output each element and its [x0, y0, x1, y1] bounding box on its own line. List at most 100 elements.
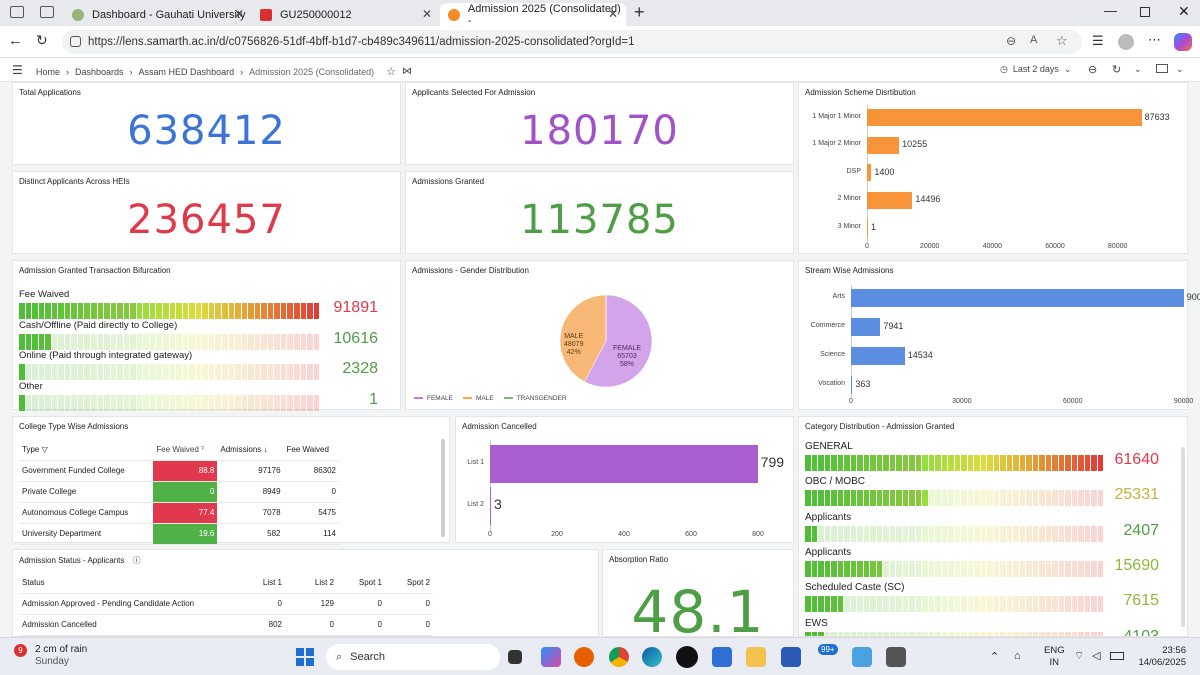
close-tab-icon[interactable]: ✕ — [233, 7, 244, 21]
maximize-button[interactable] — [1140, 7, 1150, 17]
close-window-button[interactable]: ✕ — [1178, 3, 1190, 19]
col-list2[interactable]: List 2 — [285, 572, 337, 594]
stream-bar[interactable] — [851, 376, 853, 394]
edge-icon[interactable] — [642, 647, 662, 667]
tray-chevron-up-icon[interactable]: ⌃ — [990, 651, 1000, 663]
volume-icon[interactable]: ◁ — [1092, 650, 1101, 662]
table-row[interactable]: Admission Cancelled 802 0 0 0 — [19, 614, 433, 636]
table-row[interactable]: Government Funded College 88.8 97176 86302 — [19, 460, 339, 482]
weather-widget[interactable]: 9 2 cm of rain Sunday — [14, 644, 87, 668]
category-5-gauge-segment — [928, 631, 934, 636]
store-icon[interactable] — [712, 647, 732, 667]
transaction-2-gauge-segment — [202, 364, 208, 380]
dell-icon[interactable] — [676, 646, 698, 668]
breadcrumb-home[interactable]: Home — [36, 66, 61, 77]
more-options-icon[interactable]: ⋯ — [1148, 32, 1161, 47]
zoom-out-icon[interactable]: ⊖ — [1088, 64, 1098, 76]
col-fee[interactable]: Fee Waived — [283, 439, 339, 461]
language-indicator[interactable]: ENG IN — [1044, 645, 1065, 669]
favorites-icon[interactable]: ☰ — [1092, 33, 1104, 48]
col-spot2[interactable]: Spot 2 — [385, 572, 433, 594]
star-dashboard-icon[interactable]: ☆ — [386, 66, 397, 78]
category-0-gauge-segment — [1071, 455, 1077, 471]
time-range-picker[interactable]: ◷ Last 2 days ⌄ — [1000, 64, 1071, 75]
legend-male[interactable]: MALE — [463, 395, 494, 402]
firefox-icon[interactable] — [574, 647, 594, 667]
hamburger-menu-icon[interactable]: ☰ — [12, 63, 23, 77]
transaction-3-gauge-segment — [149, 394, 156, 411]
clock[interactable]: 23:56 14/06/2025 — [1136, 645, 1186, 669]
refresh-interval-chevron-icon[interactable]: ⌄ — [1134, 64, 1142, 74]
zoom-icon[interactable]: ⊖ — [1006, 34, 1017, 48]
favorite-star-icon[interactable]: ☆ — [1056, 33, 1068, 48]
taskbar-search-input[interactable]: ⌕ Search — [326, 644, 500, 670]
copilot-icon[interactable] — [1174, 33, 1192, 51]
notepad-icon[interactable] — [852, 647, 872, 667]
col-status[interactable]: Status — [19, 572, 229, 594]
category-2-gauge-segment — [863, 525, 869, 542]
cancelled-bar[interactable] — [490, 487, 491, 525]
table-scrollbar[interactable] — [441, 439, 445, 537]
tv-chevron-icon[interactable]: ⌄ — [1176, 64, 1184, 74]
network-tray-icon[interactable]: ⌂ — [1014, 650, 1021, 662]
calculator-icon[interactable] — [886, 647, 906, 667]
stream-bar[interactable] — [851, 318, 881, 336]
new-tab-button[interactable]: + — [634, 2, 645, 22]
breadcrumb-assam-hed[interactable]: Assam HED Dashboard — [138, 66, 235, 77]
filter-icon[interactable]: ▽ — [41, 444, 48, 454]
tab-actions-icon[interactable] — [40, 6, 54, 18]
tv-mode-icon[interactable] — [1156, 64, 1168, 73]
profile-avatar[interactable] — [1118, 34, 1134, 50]
pie-slice-male[interactable] — [559, 294, 607, 383]
file-explorer-icon[interactable] — [746, 647, 766, 667]
close-tab-icon[interactable]: ✕ — [607, 7, 618, 21]
stream-bar[interactable] — [851, 347, 905, 365]
category-5-gauge-segment — [922, 631, 928, 636]
scheme-bar[interactable] — [867, 136, 900, 154]
stream-bar[interactable] — [851, 289, 1184, 307]
tab-gauhati-dashboard[interactable]: Dashboard - Gauhati University ✕ — [64, 3, 252, 26]
tab-admission-2025[interactable]: Admission 2025 (Consolidated) - ✕ — [440, 3, 626, 27]
legend-female[interactable]: FEMALE — [414, 395, 453, 402]
col-type[interactable]: Type ▽ — [19, 439, 154, 461]
url-input[interactable]: https://lens.samarth.ac.in/d/c0756826-51… — [62, 30, 1082, 54]
read-aloud-icon[interactable]: A — [1030, 34, 1038, 46]
cancelled-bar[interactable] — [490, 445, 758, 483]
minimize-button[interactable]: — — [1104, 3, 1117, 18]
table-row[interactable]: Autonomous College Campus 77.4 7078 5475 — [19, 502, 339, 524]
table-row[interactable]: Admission Approved - Pending Candidate A… — [19, 593, 433, 615]
chrome-icon[interactable] — [609, 647, 629, 667]
table-row[interactable]: Private College 0 8949 0 — [19, 481, 339, 503]
category-1-gauge — [805, 490, 1103, 507]
scheme-bar[interactable] — [867, 191, 913, 209]
copilot-taskbar-icon[interactable] — [541, 647, 561, 667]
col-fee-pct[interactable]: Fee Waived ˀ — [153, 439, 218, 461]
back-icon[interactable]: ← — [8, 32, 23, 49]
wifi-icon[interactable]: ⌔ — [1074, 650, 1085, 662]
refresh-icon[interactable]: ↻ — [36, 32, 48, 48]
share-icon[interactable]: ⋈ — [402, 66, 413, 77]
word-icon[interactable] — [781, 647, 801, 667]
sort-desc-icon[interactable]: ↓ — [263, 444, 268, 454]
info-icon[interactable]: ⓘ — [132, 556, 141, 565]
close-tab-icon[interactable]: ✕ — [421, 7, 432, 21]
start-button[interactable] — [296, 648, 314, 666]
refresh-dashboard-icon[interactable]: ↻ — [1112, 64, 1122, 76]
breadcrumb-dashboards[interactable]: Dashboards — [75, 66, 124, 77]
browser-menu-icon[interactable] — [10, 6, 24, 18]
scheme-bar[interactable] — [867, 109, 1142, 126]
pie-slice-female[interactable] — [584, 294, 653, 388]
scheme-bar[interactable] — [867, 219, 868, 236]
scheme-bar[interactable] — [867, 164, 872, 181]
task-view-icon[interactable] — [508, 650, 522, 664]
battery-icon[interactable] — [1110, 652, 1124, 660]
tab-gu250000012[interactable]: GU250000012 ✕ — [252, 3, 440, 26]
col-spot1[interactable]: Spot 1 — [337, 572, 385, 594]
category-3-gauge-segment — [1045, 560, 1051, 577]
table-row[interactable]: University Department 19.6 582 114 — [19, 523, 339, 545]
legend-transgender[interactable]: TRANSGENDER — [503, 395, 567, 402]
col-list1[interactable]: List 1 — [229, 572, 285, 594]
site-info-icon[interactable] — [70, 36, 81, 47]
panel-scrollbar[interactable] — [1181, 447, 1185, 627]
col-admissions[interactable]: Admissions ↓ — [217, 439, 284, 461]
